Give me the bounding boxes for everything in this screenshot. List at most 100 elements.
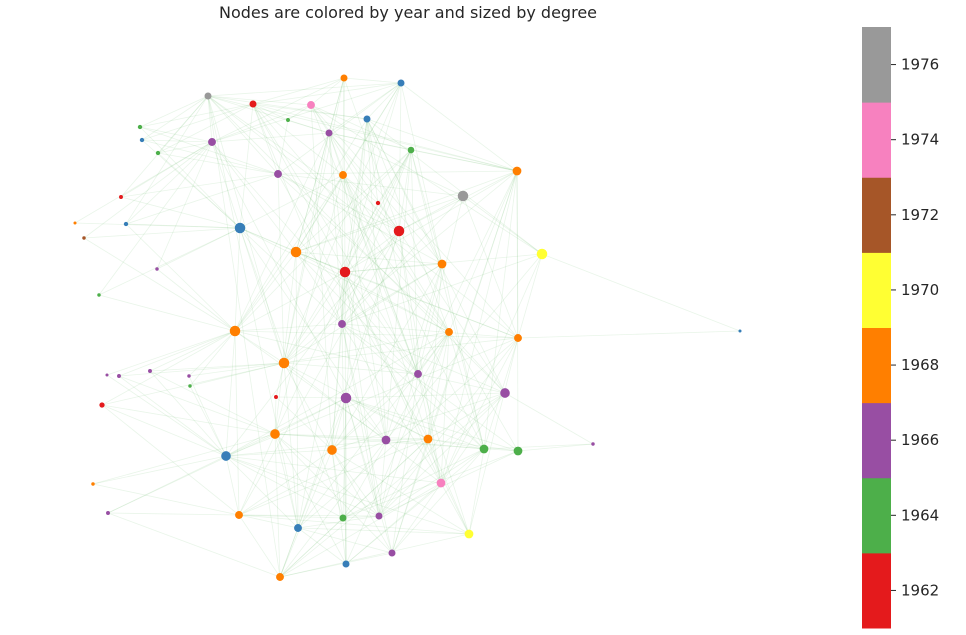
edge	[378, 438, 429, 517]
edge	[92, 483, 240, 516]
edge	[252, 82, 402, 105]
network-node	[148, 369, 152, 373]
network-node	[187, 374, 191, 378]
edge	[283, 82, 402, 364]
edge	[468, 337, 519, 535]
edge	[410, 149, 518, 172]
edge	[427, 392, 506, 440]
edge	[516, 170, 519, 452]
edge	[252, 77, 345, 105]
edge	[427, 438, 470, 535]
edge	[118, 375, 227, 457]
network-node	[393, 225, 405, 237]
edge	[331, 397, 347, 451]
edge	[238, 514, 380, 517]
colorbar-band	[862, 252, 891, 328]
edge	[341, 323, 506, 394]
edge	[139, 126, 213, 143]
edge	[328, 132, 464, 197]
edge	[238, 514, 470, 535]
colorbar-tick-label: 1976	[901, 56, 939, 74]
edge	[274, 433, 299, 529]
edge	[345, 397, 519, 452]
edge	[141, 139, 279, 175]
edge	[331, 323, 343, 451]
edge	[156, 268, 236, 332]
edge	[283, 331, 450, 364]
colorbar-band	[862, 177, 891, 253]
edge	[345, 448, 485, 565]
edge	[92, 455, 227, 485]
edge	[297, 527, 347, 565]
network-node	[97, 293, 101, 297]
edge	[252, 103, 289, 121]
edge	[234, 271, 346, 332]
edge	[277, 119, 289, 175]
edge	[225, 455, 442, 484]
edge	[225, 330, 236, 457]
edge	[234, 330, 387, 441]
network-node	[106, 511, 110, 515]
network-node	[437, 259, 447, 269]
edge	[234, 174, 344, 332]
edge	[125, 223, 241, 229]
edge	[341, 323, 519, 452]
edge	[277, 82, 402, 175]
edge	[225, 455, 470, 535]
network-node	[339, 514, 347, 522]
edge	[225, 449, 333, 457]
colorbar-band	[862, 477, 891, 554]
edge	[342, 82, 402, 176]
edge	[207, 95, 312, 106]
edge	[238, 449, 333, 516]
edge	[331, 263, 443, 451]
edge	[342, 174, 387, 441]
edge	[331, 449, 380, 517]
edge	[342, 174, 429, 440]
edge	[207, 95, 518, 172]
edge	[331, 449, 393, 554]
edge	[344, 170, 518, 273]
edge	[279, 533, 470, 578]
edge	[225, 439, 387, 457]
edge	[410, 149, 443, 265]
edge	[98, 294, 236, 332]
edge	[427, 331, 450, 440]
edge	[283, 77, 345, 364]
edge	[483, 443, 594, 450]
edge	[252, 103, 344, 176]
edge	[343, 77, 402, 84]
edge	[295, 251, 299, 529]
edge	[149, 362, 285, 372]
edge	[279, 482, 442, 578]
edge	[279, 439, 387, 578]
edge	[341, 253, 543, 325]
edge	[295, 77, 345, 253]
edge	[277, 173, 285, 364]
edge	[417, 373, 506, 394]
network-node	[327, 445, 337, 455]
network-node	[234, 222, 246, 234]
edge	[410, 149, 485, 450]
network-node	[274, 170, 282, 178]
edge	[120, 173, 279, 198]
edge	[207, 95, 368, 120]
edge	[391, 392, 506, 554]
edge	[391, 170, 518, 554]
edge	[279, 392, 506, 578]
edge	[275, 396, 347, 399]
edge	[274, 149, 412, 435]
edge	[83, 237, 236, 332]
network-node	[464, 529, 474, 539]
edge	[274, 433, 281, 578]
edge	[342, 397, 347, 519]
edge	[440, 482, 470, 535]
edge	[345, 397, 429, 440]
edge	[385, 149, 412, 441]
edge	[211, 77, 345, 143]
edge	[295, 82, 402, 253]
edge	[345, 397, 393, 554]
edge	[295, 251, 485, 450]
network-node	[388, 549, 396, 557]
edge	[462, 195, 543, 255]
